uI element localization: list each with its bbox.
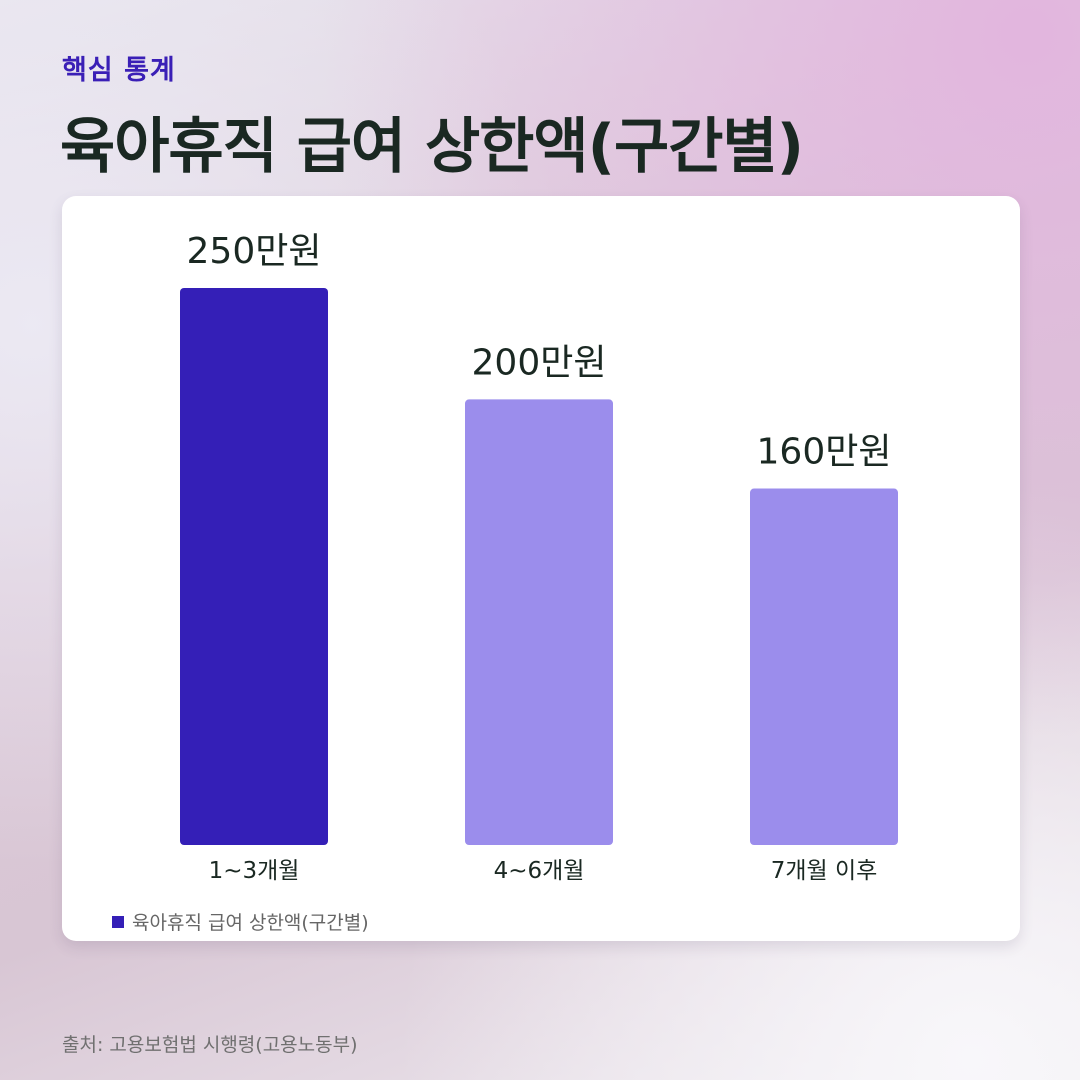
legend-label: 육아휴직 급여 상한액(구간별) bbox=[132, 912, 369, 934]
value-label-3: 160만원 bbox=[757, 432, 892, 473]
value-label-1: 250만원 bbox=[187, 231, 322, 272]
page-title: 육아휴직 급여 상한액(구간별) bbox=[60, 112, 804, 182]
category-label-1: 1~3개월 bbox=[209, 858, 300, 884]
legend-swatch bbox=[112, 915, 124, 928]
value-label-2: 200만원 bbox=[472, 342, 607, 383]
bar-1 bbox=[180, 288, 328, 845]
source-note: 출처: 고용보험법 시행령(고용노동부) bbox=[62, 1034, 358, 1056]
eyebrow-label: 핵심 통계 bbox=[62, 55, 176, 86]
bar-3 bbox=[750, 488, 898, 845]
category-label-2: 4~6개월 bbox=[494, 858, 585, 884]
category-label-3: 7개월 이후 bbox=[771, 858, 878, 884]
chart-card: 250만원 1~3개월 200만원 4~6개월 160만원 7개월 이후 육아휴직 급여 … bbox=[62, 196, 1020, 941]
bar-2 bbox=[465, 399, 613, 845]
chart-legend: 육아휴직 급여 상한액(구간별) bbox=[112, 908, 369, 935]
bar-chart: 250만원 1~3개월 200만원 4~6개월 160만원 7개월 이후 bbox=[180, 231, 898, 884]
